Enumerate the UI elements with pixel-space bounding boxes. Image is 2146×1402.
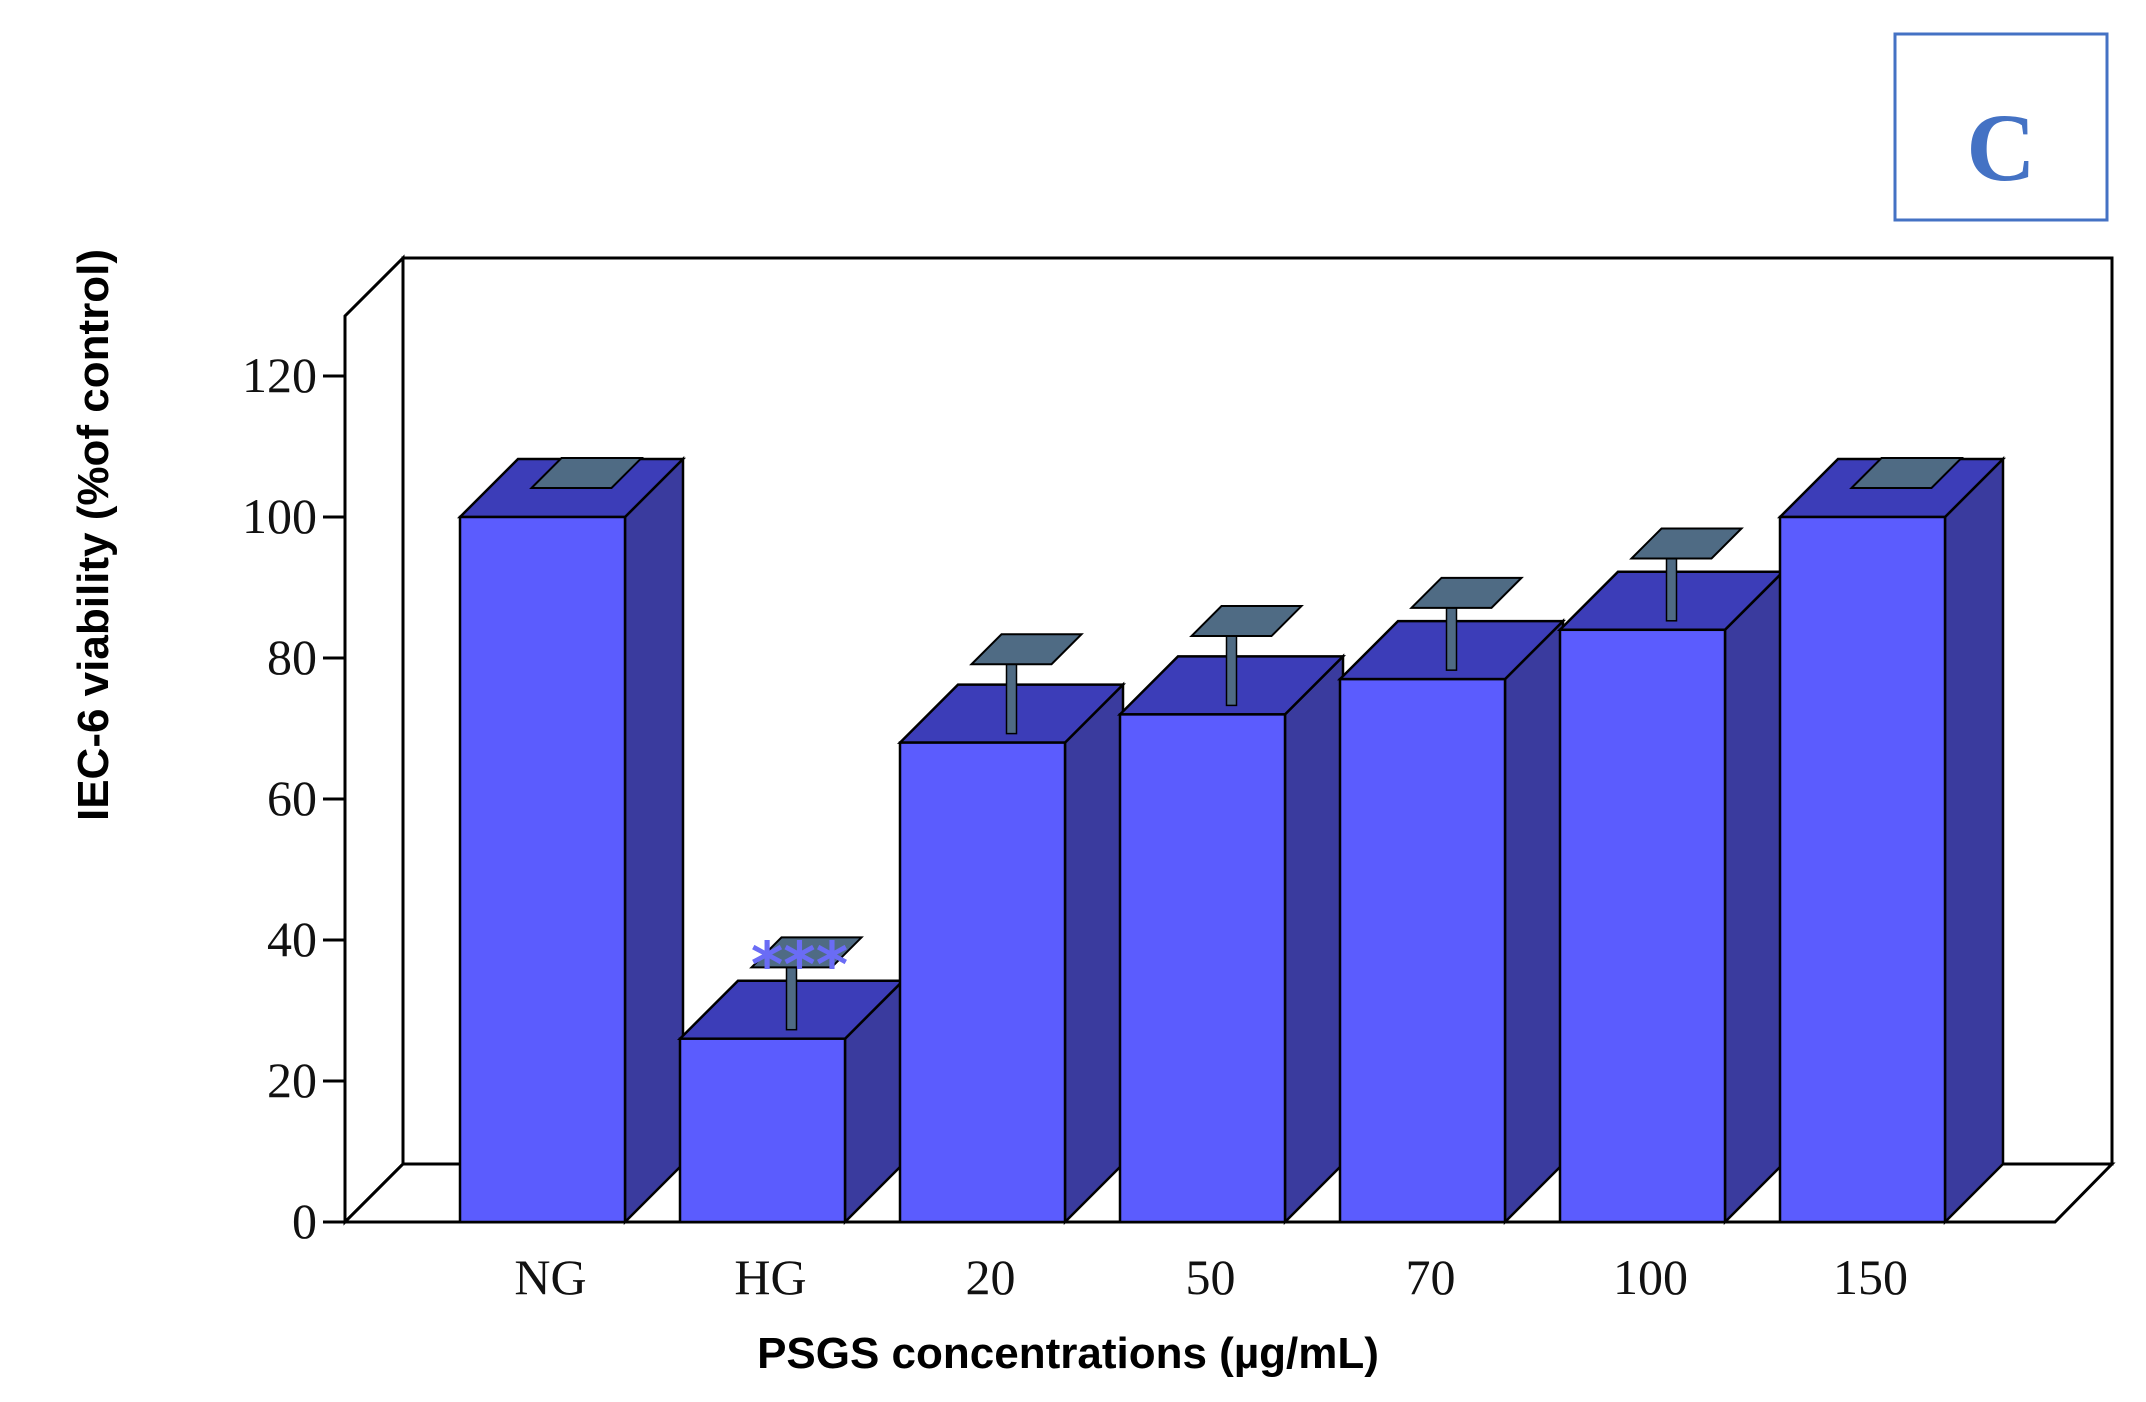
bar-side bbox=[1063, 681, 1125, 1226]
error-bar-cap bbox=[529, 457, 644, 489]
y-tick-label: 80 bbox=[267, 629, 317, 685]
y-tick-label: 40 bbox=[267, 911, 317, 967]
y-tick-label: 20 bbox=[267, 1052, 317, 1108]
bar-50 bbox=[1116, 605, 1347, 1226]
bar-20 bbox=[896, 633, 1127, 1226]
bar bbox=[898, 741, 1067, 1224]
bar bbox=[1118, 713, 1287, 1224]
bar-70 bbox=[1336, 576, 1567, 1226]
x-tick-label: 100 bbox=[1613, 1249, 1688, 1305]
bar-side bbox=[1943, 455, 2005, 1226]
y-tick-label: 0 bbox=[292, 1193, 317, 1249]
x-tick-label: 50 bbox=[1186, 1249, 1236, 1305]
bar-side bbox=[1723, 568, 1785, 1226]
bar-150 bbox=[1776, 455, 2007, 1226]
x-tick-label: 150 bbox=[1833, 1249, 1908, 1305]
left-side-wall bbox=[343, 254, 405, 1226]
y-tick-label: 60 bbox=[267, 770, 317, 826]
bar bbox=[1558, 628, 1727, 1224]
error-bar-cap bbox=[749, 936, 864, 969]
bar-100 bbox=[1556, 527, 1787, 1226]
panel-label-box: C bbox=[1893, 32, 2109, 222]
y-axis-title: IEC-6 viability (%of control) bbox=[69, 249, 118, 821]
bar-side bbox=[1503, 618, 1565, 1226]
bar bbox=[1778, 515, 1947, 1224]
x-tick-label: HG bbox=[734, 1249, 806, 1305]
bar-side bbox=[623, 455, 685, 1226]
error-bar-cap bbox=[1189, 605, 1304, 638]
bar bbox=[678, 1037, 847, 1224]
bar-HG bbox=[676, 936, 907, 1226]
error-bar-cap bbox=[1629, 527, 1744, 560]
x-tick-label: 20 bbox=[966, 1249, 1016, 1305]
bar bbox=[458, 515, 627, 1224]
y-tick-label: 120 bbox=[242, 347, 317, 403]
bar-side bbox=[1283, 653, 1345, 1226]
panel-label: C bbox=[1966, 94, 2035, 201]
x-tick-label: NG bbox=[514, 1249, 586, 1305]
x-tick-label: 70 bbox=[1406, 1249, 1456, 1305]
error-bar-stem bbox=[1665, 557, 1678, 622]
error-bar-stem bbox=[1005, 663, 1018, 735]
error-bar-cap bbox=[1409, 576, 1524, 609]
error-bar-cap bbox=[969, 633, 1084, 666]
error-bar-stem bbox=[1445, 607, 1458, 671]
x-axis: NG HG 20 50 70 100 150 bbox=[514, 1249, 1908, 1305]
x-axis-title: PSGS concentrations (µg/mL) bbox=[757, 1329, 1379, 1378]
bar-NG bbox=[456, 455, 687, 1226]
significance-annotation: *** bbox=[751, 928, 848, 1001]
error-bar-cap bbox=[1849, 457, 1964, 489]
y-axis: 0 20 40 60 80 100 120 bbox=[242, 347, 345, 1249]
error-bar-stem bbox=[1225, 635, 1238, 707]
y-tick-label: 100 bbox=[242, 488, 317, 544]
bar bbox=[1338, 677, 1507, 1224]
bars-group: *** bbox=[456, 455, 2007, 1226]
